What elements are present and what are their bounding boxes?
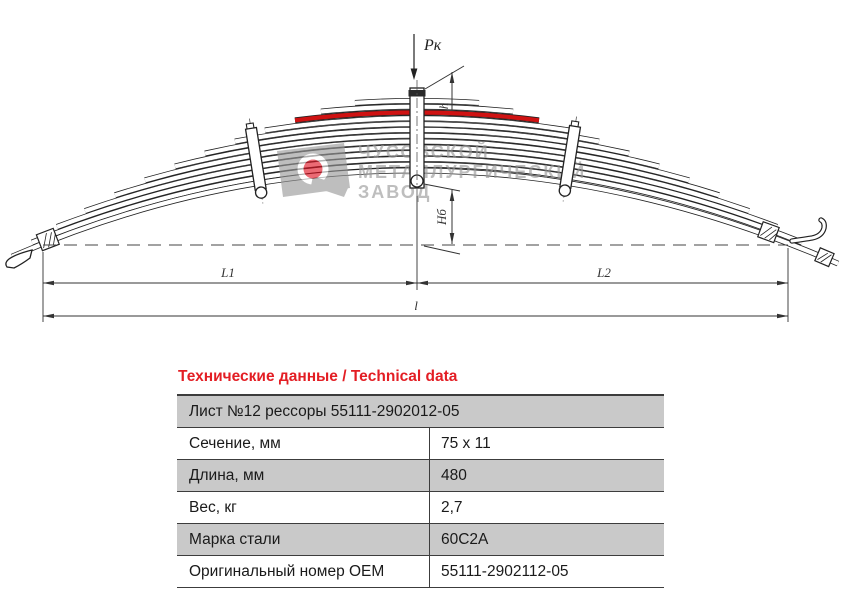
row-value: 55111-2902112-05 xyxy=(429,556,664,587)
dim-leaf-thickness-label: h xyxy=(436,103,451,110)
row-value: 60С2А xyxy=(429,524,664,555)
table-title: Технические данные / Technical data xyxy=(178,368,458,385)
row-label: Марка стали xyxy=(189,530,281,548)
row-value: 75 x 11 xyxy=(429,428,664,459)
table-header-text: Лист №12 рессоры 55111-2902012-05 xyxy=(189,402,460,420)
table-row: Длина, мм 480 xyxy=(177,460,664,492)
leaf-clip xyxy=(814,247,835,268)
load-arrow: Pк xyxy=(410,34,442,80)
row-label: Оригинальный номер ОЕМ xyxy=(189,562,385,580)
leaf-spring-drawing: ЧУСОВСКОЙ МЕТАЛЛУРГИЧЕСКИЙ ЗАВОД xyxy=(5,34,840,322)
centre-bolt xyxy=(408,80,426,198)
load-label: Pк xyxy=(423,37,442,54)
dim-free-height: Hб xyxy=(423,183,461,255)
dim-free-height-label: Hб xyxy=(434,209,449,226)
table-header-row: Лист №12 рессоры 55111-2902012-05 xyxy=(177,396,664,428)
table-row: Сечение, мм 75 x 11 xyxy=(177,428,664,460)
logo-mark xyxy=(277,143,350,197)
leaf-clip xyxy=(756,220,780,244)
watermark-line2: МЕТАЛЛУРГИЧЕСКИЙ xyxy=(358,161,586,182)
dim-leaf-thickness: h xyxy=(424,65,465,110)
table-row: Вес, кг 2,7 xyxy=(177,492,664,524)
right-end-hook xyxy=(789,217,827,244)
right-clamp xyxy=(558,116,582,202)
table-row: Марка стали 60С2А xyxy=(177,524,664,556)
dim-total-label: l xyxy=(414,298,418,313)
technical-data-panel: Технические данные / Technical data Лист… xyxy=(177,368,664,588)
row-label: Длина, мм xyxy=(189,466,265,484)
table-row: Оригинальный номер ОЕМ 55111-2902112-05 xyxy=(177,556,664,588)
row-value: 2,7 xyxy=(429,492,664,523)
row-value: 480 xyxy=(429,460,664,491)
left-end-hook xyxy=(5,249,33,269)
row-label: Вес, кг xyxy=(189,498,237,516)
extension-lines xyxy=(42,196,789,322)
dim-right-label: L2 xyxy=(596,265,611,280)
dim-halves: L1 L2 xyxy=(43,265,788,286)
dim-left-label: L1 xyxy=(220,265,235,280)
dim-total: l xyxy=(43,298,788,319)
left-clamp xyxy=(244,118,268,204)
technical-data-table: Лист №12 рессоры 55111-2902012-05 Сечени… xyxy=(177,394,664,588)
row-label: Сечение, мм xyxy=(189,434,281,452)
